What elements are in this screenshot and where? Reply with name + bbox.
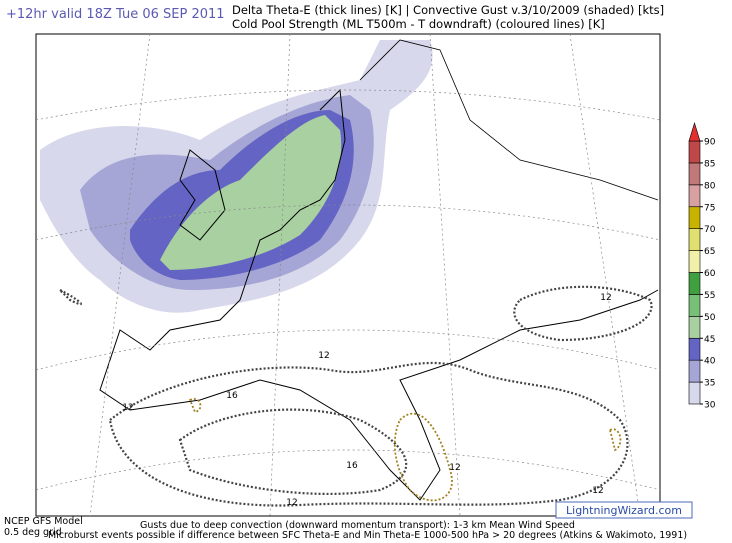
logo-box bbox=[555, 501, 693, 519]
colorbar-segment bbox=[688, 337, 701, 361]
grid-res: 0.5 deg grid bbox=[4, 527, 62, 538]
contour-label: 12 bbox=[449, 463, 460, 473]
colorbar-segment bbox=[688, 272, 701, 295]
colorbar-label: 60 bbox=[704, 269, 716, 279]
colorbar-label: 90 bbox=[704, 138, 716, 148]
contour-label: 12 bbox=[600, 293, 611, 303]
colorbar-segment bbox=[688, 228, 701, 251]
colorbar-label: 80 bbox=[704, 181, 716, 191]
colorbar-label: 55 bbox=[704, 291, 715, 301]
colorbar-segment bbox=[688, 162, 701, 186]
header-line1: Delta Theta-E (thick lines) [K] | Convec… bbox=[232, 3, 664, 17]
contour-label: 12 bbox=[122, 403, 133, 413]
colorbar-label: 35 bbox=[704, 379, 715, 389]
model-name: NCEP GFS Model bbox=[4, 516, 83, 527]
contour-label: 12 bbox=[592, 486, 603, 496]
contour-label: 12 bbox=[318, 351, 329, 361]
colorbar-label: 85 bbox=[704, 159, 715, 169]
valid-time: +12hr valid 18Z Tue 06 SEP 2011 bbox=[6, 7, 225, 22]
contour-label: 12 bbox=[286, 498, 297, 508]
colorbar-segment bbox=[688, 206, 701, 229]
contour-label: 16 bbox=[346, 461, 358, 471]
colorbar-label: 30 bbox=[704, 401, 716, 411]
map: 12 12 12 16 16 12 12 12 bbox=[35, 33, 661, 517]
footer-line2: Microburst events possible if difference… bbox=[48, 530, 687, 541]
colorbar-label: 40 bbox=[704, 357, 716, 367]
colorbar-segment bbox=[688, 381, 701, 405]
colorbar-label: 45 bbox=[704, 335, 715, 345]
colorbar-segment bbox=[688, 316, 701, 339]
colorbar-segment bbox=[688, 140, 701, 164]
logo[interactable]: LightningWizard.com bbox=[566, 504, 682, 517]
colorbar-segment bbox=[688, 294, 701, 317]
colorbar: 30 35 40 45 50 55 60 65 70 75 80 85 90 bbox=[688, 121, 716, 411]
colorbar-label: 70 bbox=[704, 225, 716, 235]
contour-label: 16 bbox=[226, 391, 238, 401]
colorbar-label: 65 bbox=[704, 247, 715, 257]
header-line2: Cold Pool Strength (ML T500m - T downdra… bbox=[232, 17, 605, 31]
footer-line1: Gusts due to deep convection (downward m… bbox=[140, 520, 575, 531]
colorbar-segment bbox=[688, 184, 701, 208]
colorbar-label: 50 bbox=[704, 313, 716, 323]
colorbar-segment bbox=[688, 250, 701, 273]
colorbar-extension bbox=[688, 121, 701, 142]
colorbar-segment bbox=[688, 359, 701, 383]
colorbar-label: 75 bbox=[704, 203, 715, 213]
